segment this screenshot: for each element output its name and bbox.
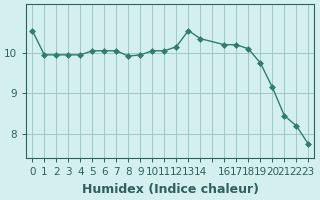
X-axis label: Humidex (Indice chaleur): Humidex (Indice chaleur) [82,183,259,196]
